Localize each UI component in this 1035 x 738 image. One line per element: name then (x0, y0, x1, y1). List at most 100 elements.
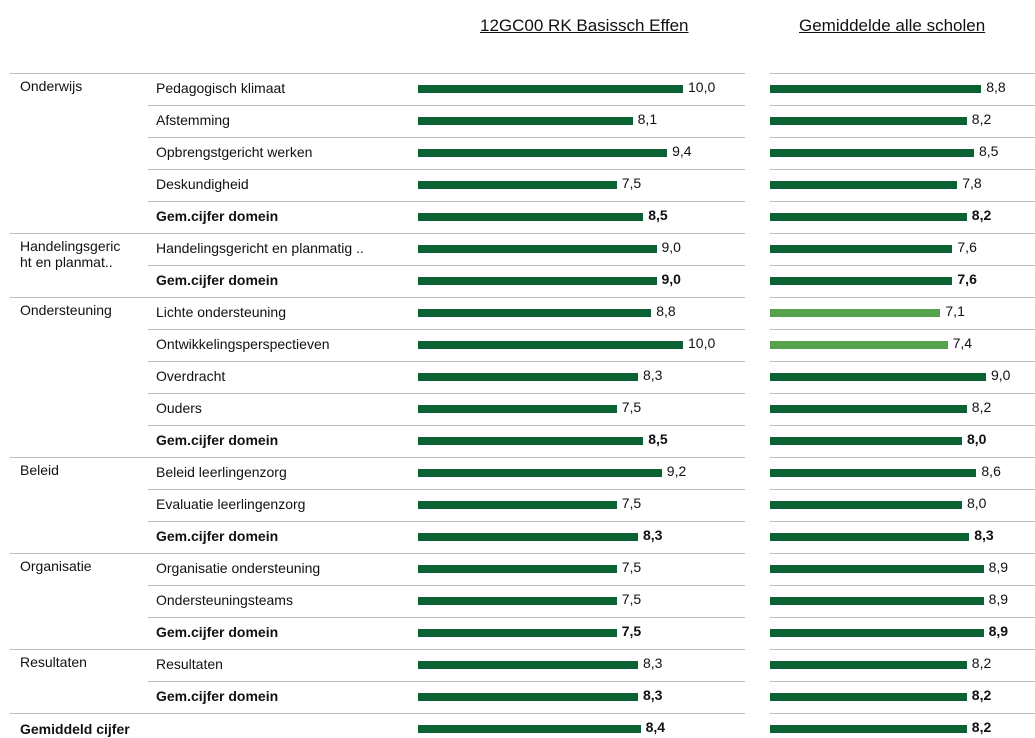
row-separator (770, 329, 1035, 330)
row-separator (770, 297, 1035, 298)
row-separator (148, 521, 745, 522)
bar (770, 117, 967, 125)
bar (770, 629, 984, 637)
row-label: Organisatie ondersteuning (156, 560, 321, 576)
value-label: 8,2 (971, 655, 992, 671)
row-label: Beleid leerlingenzorg (156, 464, 287, 480)
row-separator (148, 585, 745, 586)
row-separator (770, 681, 1035, 682)
value-label: 7,8 (962, 175, 982, 191)
bar (418, 469, 662, 477)
value-label: 7,6 (957, 239, 977, 255)
bar (418, 213, 644, 221)
row-separator (770, 73, 1035, 74)
value-label: 7,5 (621, 623, 642, 639)
bar (418, 597, 617, 605)
group-label: Onderwijs (20, 78, 83, 94)
bar (418, 309, 652, 317)
value-label: 9,0 (661, 239, 681, 255)
bar (770, 501, 962, 509)
row-separator (770, 361, 1035, 362)
group-label: Ondersteuning (20, 302, 112, 318)
column-header: Gemiddelde alle scholen (799, 16, 986, 35)
row-separator (770, 649, 1035, 650)
row-separator (770, 617, 1035, 618)
row-separator (148, 265, 745, 266)
bar (770, 405, 967, 413)
bar (418, 85, 683, 93)
bar (418, 341, 683, 349)
row-separator (770, 489, 1035, 490)
bar (418, 661, 638, 669)
bar (418, 693, 638, 701)
bar (418, 181, 617, 189)
bar (770, 597, 984, 605)
bar (770, 245, 953, 253)
bar (770, 469, 977, 477)
row-separator (770, 201, 1035, 202)
bar (770, 565, 984, 573)
value-label: 8,3 (642, 687, 663, 703)
value-label: 10,0 (688, 79, 716, 95)
bar (770, 661, 967, 669)
value-label: 8,0 (967, 495, 987, 511)
row-label: Lichte ondersteuning (156, 304, 286, 320)
row-label: Gem.cijfer domein (156, 528, 279, 544)
row-label: Gem.cijfer domein (156, 208, 279, 224)
value-label: 7,6 (957, 271, 977, 287)
value-label: 7,5 (621, 591, 642, 607)
value-label: 9,4 (672, 143, 692, 159)
value-label: 7,4 (952, 335, 973, 351)
group-label: Resultaten (20, 654, 87, 670)
value-label: 8,9 (988, 623, 1009, 639)
row-separator (148, 393, 745, 394)
bar (770, 149, 974, 157)
bar (418, 629, 617, 637)
value-label: 8,1 (637, 111, 658, 127)
row-label: Overdracht (156, 368, 226, 384)
value-label: 8,0 (967, 431, 987, 447)
row-separator (10, 713, 745, 714)
row-separator (770, 425, 1035, 426)
value-label: 8,9 (988, 559, 1009, 575)
value-label: 9,0 (661, 271, 681, 287)
row-separator (10, 457, 745, 458)
row-separator (148, 361, 745, 362)
row-label: Gem.cijfer domein (156, 624, 279, 640)
row-label: Pedagogisch klimaat (156, 80, 286, 96)
bar (418, 117, 633, 125)
row-separator (148, 201, 745, 202)
value-label: 8,2 (971, 207, 992, 223)
row-label: Deskundigheid (156, 176, 249, 192)
row-separator (148, 169, 745, 170)
value-label: 8,2 (971, 111, 992, 127)
row-label: Handelingsgericht en planmatig .. (156, 240, 364, 256)
group-label: Beleid (20, 462, 59, 478)
value-label: 8,2 (971, 687, 992, 703)
row-separator (10, 73, 745, 74)
row-label: Ondersteuningsteams (156, 592, 293, 608)
bar (418, 725, 641, 733)
value-label: 8,4 (645, 719, 666, 735)
column-header: 12GC00 RK Basissch Effen (480, 16, 689, 35)
row-separator (10, 297, 745, 298)
bar (418, 565, 617, 573)
bar (770, 213, 967, 221)
bar (770, 373, 986, 381)
row-separator (148, 425, 745, 426)
row-separator (10, 553, 745, 554)
row-label: Gem.cijfer domein (156, 432, 279, 448)
row-label: Afstemming (156, 112, 230, 128)
value-label: 8,3 (974, 527, 994, 543)
value-label: 8,6 (981, 463, 1001, 479)
value-label: 8,9 (988, 591, 1009, 607)
group-label: ht en planmat.. (20, 254, 113, 270)
bar (770, 309, 941, 317)
row-separator (10, 233, 745, 234)
row-separator (148, 137, 745, 138)
value-label: 7,5 (621, 399, 642, 415)
row-separator (770, 105, 1035, 106)
row-label: Ontwikkelingsperspectieven (156, 336, 330, 352)
row-label: Evaluatie leerlingenzorg (156, 496, 306, 512)
